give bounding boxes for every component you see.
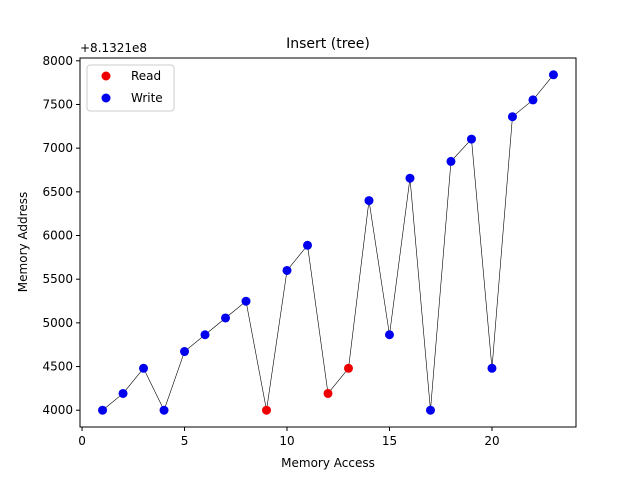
chart-title: Insert (tree) xyxy=(286,36,370,52)
write-point xyxy=(405,173,415,183)
write-point xyxy=(180,347,190,357)
x-tick-label: 5 xyxy=(181,434,189,448)
y-axis: 4000 4500 5000 5500 6000 6500 7000 7500 8000 xyxy=(42,54,80,417)
x-axis: 0 5 10 15 20 xyxy=(78,427,500,448)
y-tick-label: 5000 xyxy=(42,316,73,330)
legend-read-label: Read xyxy=(131,69,161,83)
y-tick-label: 6500 xyxy=(42,185,73,199)
legend-write-marker xyxy=(101,93,111,103)
x-tick-label: 0 xyxy=(78,434,86,448)
write-point xyxy=(282,265,292,275)
y-tick-label: 5500 xyxy=(42,272,73,286)
y-tick-label: 6000 xyxy=(42,229,73,243)
write-point xyxy=(466,134,476,144)
read-point xyxy=(262,405,272,415)
write-point xyxy=(221,313,231,323)
legend: Read Write xyxy=(86,64,175,112)
y-tick-label: 7500 xyxy=(42,97,73,111)
write-point xyxy=(159,405,169,415)
write-point xyxy=(303,240,313,250)
write-point xyxy=(98,405,108,415)
x-tick-label: 10 xyxy=(279,434,294,448)
write-point xyxy=(528,95,538,105)
write-point xyxy=(139,363,149,373)
write-point xyxy=(425,405,435,415)
plot-frame xyxy=(79,57,577,428)
y-tick-label: 7000 xyxy=(42,141,73,155)
data-points xyxy=(98,70,558,415)
write-point xyxy=(118,388,128,398)
read-point xyxy=(343,363,353,373)
x-tick-label: 20 xyxy=(484,434,499,448)
write-point xyxy=(200,330,210,340)
x-axis-label: Memory Access xyxy=(281,456,375,470)
read-point xyxy=(323,388,333,398)
x-tick-label: 15 xyxy=(382,434,397,448)
y-tick-label: 4500 xyxy=(42,360,73,374)
y-tick-label: 4000 xyxy=(42,403,73,417)
y-tick-label: 8000 xyxy=(42,54,73,68)
legend-write-label: Write xyxy=(131,91,163,105)
y-offset-label: +8.1321e8 xyxy=(80,41,147,55)
y-axis-label: Memory Address xyxy=(16,192,30,292)
access-path-line xyxy=(102,74,554,412)
write-point xyxy=(446,156,456,166)
write-point xyxy=(487,363,497,373)
write-point xyxy=(384,330,394,340)
write-point xyxy=(364,196,374,206)
legend-read-marker xyxy=(101,71,111,81)
write-point xyxy=(507,112,517,122)
connecting-line xyxy=(102,74,554,412)
write-point xyxy=(241,296,251,306)
write-point xyxy=(548,70,558,80)
